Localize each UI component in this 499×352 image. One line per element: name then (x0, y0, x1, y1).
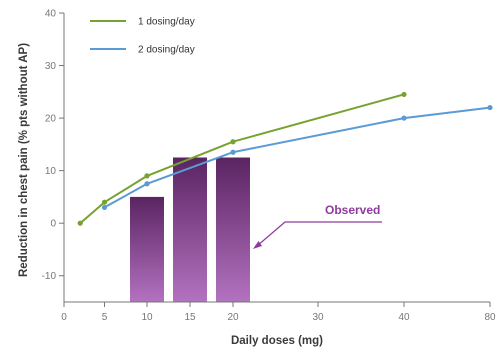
x-tick-label: 20 (227, 312, 239, 323)
y-tick-label: 30 (45, 61, 57, 72)
observed-annotation: Observed (253, 203, 382, 249)
series-1-point-2 (230, 149, 236, 155)
series-0-point-1 (101, 199, 108, 205)
y-tick-label: 0 (50, 219, 56, 230)
series-0-point-3 (230, 139, 236, 145)
y-axis-title: Reduction in chest pain (% pts without A… (18, 43, 30, 277)
series-0-point-2 (144, 173, 150, 179)
x-tick-label: 0 (61, 312, 67, 323)
y-tick-label: -10 (42, 271, 57, 282)
observed-bar-0 (130, 196, 164, 302)
x-tick-label: 30 (312, 312, 324, 323)
x-axis-title: Daily doses (mg) (231, 335, 323, 347)
series-0-point-0 (77, 220, 83, 226)
series-lines (77, 91, 493, 226)
y-tick-label: 10 (45, 166, 57, 177)
annotation-arrowhead (253, 241, 262, 249)
x-tick-label: 5 (102, 312, 108, 323)
series-1-point-1 (144, 181, 150, 187)
x-tick-label: 10 (141, 312, 153, 323)
legend-label-1: 2 dosing/day (138, 45, 195, 56)
annotation-label: Observed (325, 203, 380, 217)
series-line-1 (104, 106, 491, 209)
observed-bar-2 (216, 157, 250, 302)
axes: -10 0 10 20 30 40 0 5 10 15 20 30 40 80 Daily doses (m… (18, 9, 496, 348)
series-0-point-4 (401, 91, 407, 98)
series-1-point-4 (487, 104, 493, 111)
x-tick-label: 15 (184, 312, 196, 323)
series-1-point-3 (401, 115, 407, 121)
x-tick-label: 80 (484, 312, 496, 323)
observed-bars (130, 157, 250, 302)
legend-label-0: 1 dosing/day (138, 17, 195, 28)
y-tick-label: 40 (45, 9, 57, 20)
annotation-leader-line (256, 221, 382, 247)
series-1-point-0 (101, 204, 108, 211)
x-tick-label: 40 (398, 312, 410, 323)
legend: 1 dosing/day 2 dosing/day (90, 17, 195, 56)
y-tick-label: 20 (45, 114, 57, 125)
observed-bar-1 (173, 157, 207, 302)
